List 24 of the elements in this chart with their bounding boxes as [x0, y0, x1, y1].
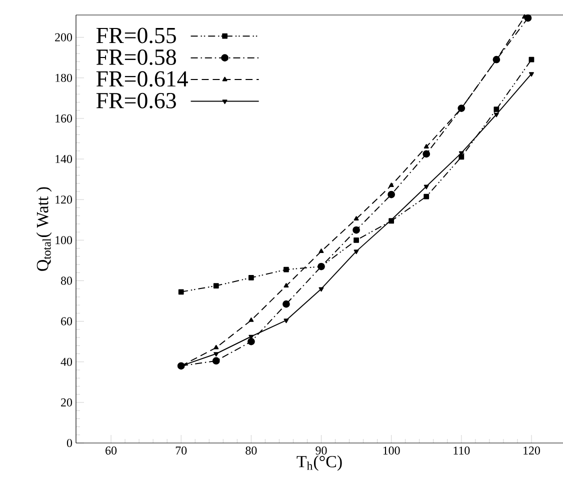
x-tick-label: 70 [176, 446, 187, 455]
x-tick-label: 120 [524, 446, 540, 455]
x-tick-label: 110 [454, 446, 470, 455]
y-tick-label: 20 [61, 398, 72, 406]
y-tick-label: 0 [66, 438, 72, 448]
legend-label: FR=0.63 [96, 92, 176, 108]
y-tick-label: 200 [55, 33, 72, 42]
y-tick-label: 40 [60, 358, 72, 366]
y-tick-label: 160 [56, 114, 72, 122]
y-tick-label: 100 [56, 236, 72, 244]
x-tick-label: 100 [383, 446, 400, 455]
y-tick-label: 60 [61, 317, 72, 326]
x-tick-label: 80 [246, 446, 257, 455]
legend-label: FR=0.58 [96, 49, 176, 66]
y-tick-label: 80 [60, 276, 72, 285]
x-axis-title: T$_{h}$(°C) [296, 455, 342, 471]
legend-label: FR=0.55 [96, 28, 176, 44]
y-tick-label: 180 [56, 74, 72, 82]
x-tick-label: 90 [316, 446, 327, 455]
legend-label: FR=0.614 [96, 71, 188, 87]
x-tick-label: 60 [106, 446, 117, 455]
y-tick-label: 140 [56, 154, 72, 164]
y-tick-label: 120 [56, 196, 72, 204]
y-axis-title: Q$_{total}$( Watt ) [36, 187, 52, 271]
